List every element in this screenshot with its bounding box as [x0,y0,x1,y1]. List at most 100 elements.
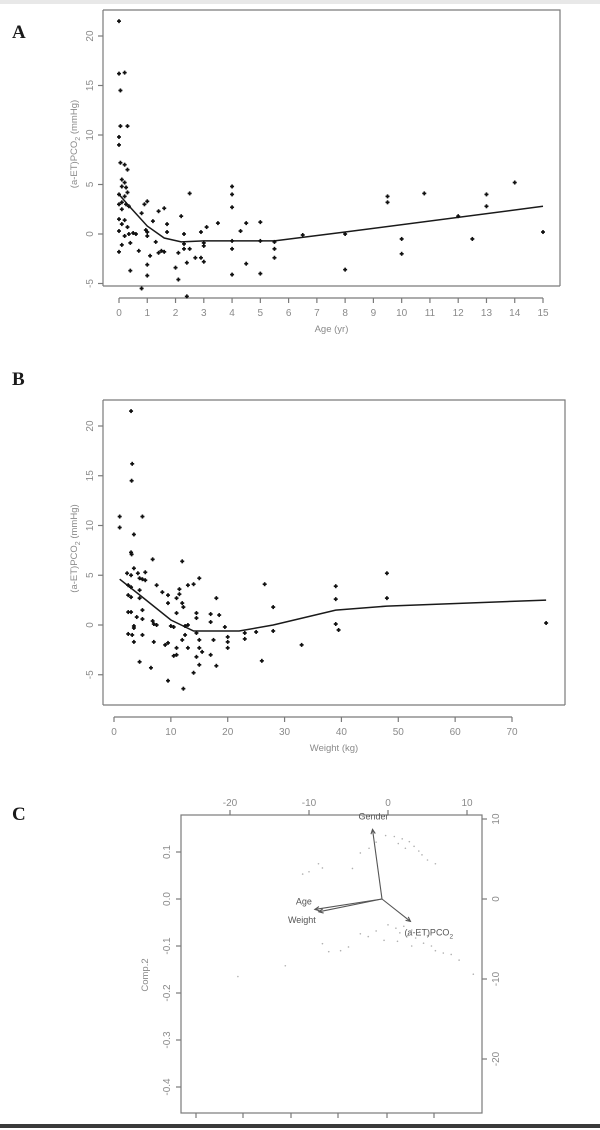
data-point [456,214,461,219]
panel-label-a: A [12,22,26,43]
data-point [399,236,404,241]
data-point [126,631,131,636]
data-point [140,632,145,637]
score-point [393,835,396,838]
data-point [130,632,135,637]
x-tick-label: 60 [450,727,462,738]
data-point [187,191,192,196]
y-tick-label: 0 [85,231,96,237]
data-point [119,184,124,189]
data-point [129,585,134,590]
data-point [122,233,127,238]
data-point [165,230,170,235]
score-point [395,927,397,929]
score-point [430,945,433,947]
data-point [208,620,213,625]
data-point [148,665,153,670]
data-point [512,180,517,185]
data-point [117,142,121,147]
score-point [397,842,400,845]
y-tick-label: 5 [85,181,96,187]
data-point [230,192,235,197]
data-point [156,209,161,214]
y-tick-label-right: 0 [491,896,502,902]
x-tick-label: 10 [165,727,177,738]
data-point [118,160,123,165]
y-tick-label: 15 [85,470,96,482]
y-tick-label: -5 [85,670,96,679]
data-point [139,286,144,291]
data-point [194,611,199,616]
x-tick-label: 50 [393,727,405,738]
data-point [125,571,130,576]
loading-label: Gender [359,811,389,821]
data-point [211,637,216,642]
x-tick-label: 13 [481,308,493,319]
y-tick-label: 10 [85,129,96,141]
data-point [171,624,176,629]
score-point [426,934,429,937]
data-point [125,124,130,129]
data-point [126,593,131,598]
y-tick-label-left: 0.0 [162,892,173,906]
data-point [118,124,123,129]
data-point [131,566,136,571]
data-point [198,255,203,260]
bottom-strip [0,1124,600,1128]
x-tick-label-top: 0 [385,798,391,809]
panel-label-c: C [12,804,26,825]
loading-arrow [318,898,383,913]
data-point [119,242,124,247]
data-point [185,623,190,627]
plot-frame [103,399,566,705]
data-point [259,658,264,663]
data-point [139,211,144,216]
data-point [244,261,249,266]
data-point [200,649,205,654]
x-tick-label: 14 [509,308,521,319]
y-tick-label: 15 [85,80,96,92]
data-point [126,204,131,209]
data-point [185,583,190,588]
data-point [343,267,348,272]
data-point [165,222,170,227]
x-tick-label: 0 [111,727,117,738]
loading-arrow [371,829,383,900]
data-point [143,578,148,583]
data-point [168,623,173,628]
data-point [129,552,134,557]
y-tick-label-left: -0.4 [162,1078,173,1096]
score-point [421,854,423,856]
data-point [385,194,390,199]
arrowhead-icon [405,916,412,923]
y-axis-title: (a-ET)PCO2 (mmHg) [69,504,82,592]
chart-panel-b: 0 10 20 30 40 50 60 70 -5 0 5 10 15 20 Weight (kg) (a-E… [69,399,566,754]
score-point [327,950,330,953]
data-point [230,205,235,210]
data-point [173,265,178,270]
data-point [119,177,124,182]
data-point [131,231,136,236]
score-point [472,973,475,975]
smoothed-fit-line [119,578,547,632]
data-point [129,478,134,483]
score-point [410,945,413,947]
data-point [117,514,122,519]
score-point [450,953,453,956]
score-point [442,952,445,954]
data-point [254,629,259,634]
data-point [117,217,121,222]
data-point [181,605,186,610]
score-point [351,867,354,870]
data-point [333,622,338,627]
data-point [343,232,348,236]
data-point [126,583,131,588]
chart-panel-c: -0.4 -0.3 -0.2 -0.1 0.0 0.1 Comp.2 -20 -10 0 10 10 0… [140,798,502,1118]
data-point [194,654,199,659]
score-point [368,847,370,850]
data-point [333,597,338,602]
x-tick-label: 7 [314,308,320,319]
x-tick-label: 70 [506,727,518,738]
data-point [117,229,121,234]
data-point [180,637,185,642]
